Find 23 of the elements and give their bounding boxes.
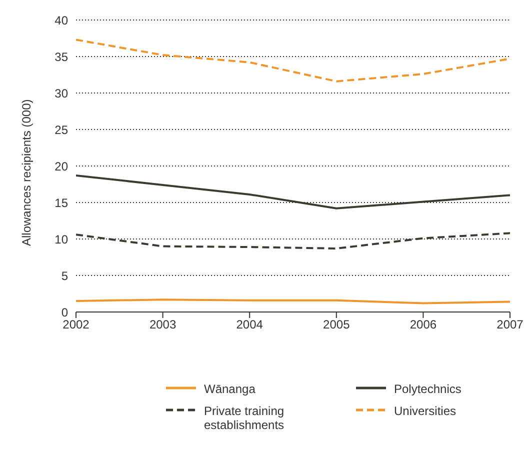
- x-tick-label: 2006: [410, 318, 437, 332]
- legend-label: Universities: [394, 404, 458, 418]
- y-tick-label: 30: [54, 86, 68, 100]
- y-tick-label: 40: [54, 13, 68, 28]
- x-tick-label: 2005: [323, 318, 350, 332]
- y-tick-label: 15: [54, 196, 68, 210]
- x-tick-label: 2004: [236, 318, 264, 332]
- y-tick-label: 20: [54, 159, 68, 174]
- x-tick-label: 2002: [62, 318, 90, 332]
- y-axis-title: Allowances recipients (000): [19, 99, 34, 246]
- legend-label: Wānanga: [204, 382, 256, 396]
- legend-label: Polytechnics: [394, 382, 462, 396]
- line-series: [76, 232, 510, 250]
- y-tick-label: 25: [54, 122, 68, 137]
- y-tick-label: 5: [61, 268, 68, 283]
- legend-label: Private training establishments: [204, 404, 286, 432]
- y-tick-label: 10: [54, 232, 68, 246]
- x-tick-label: 2003: [149, 318, 176, 332]
- line-series: [76, 38, 510, 82]
- line-series: [76, 174, 510, 210]
- y-tick-label: 35: [54, 50, 68, 64]
- y-tick-label: 0: [61, 305, 68, 320]
- x-tick-label: 2007: [496, 318, 524, 332]
